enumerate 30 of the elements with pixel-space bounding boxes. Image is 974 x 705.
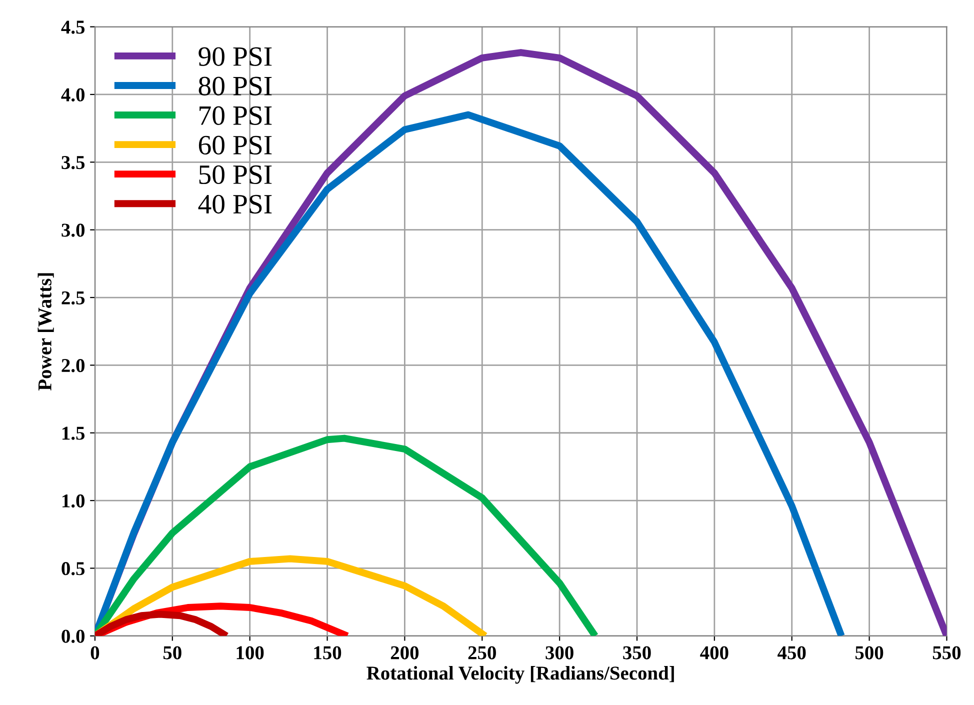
legend-label: 70 PSI bbox=[200, 106, 272, 126]
x-tick-label: 100 bbox=[236, 646, 264, 660]
y-tick-label: 3.0 bbox=[62, 224, 84, 237]
legend-label: 90 PSI bbox=[198, 47, 272, 66]
x-tick-label: 200 bbox=[390, 646, 419, 660]
x-tick-label: 50 bbox=[163, 646, 182, 660]
x-tick-label: 500 bbox=[855, 646, 884, 660]
y-tick-label: 1.5 bbox=[62, 426, 85, 440]
y-tick-label: 4.0 bbox=[61, 88, 84, 102]
legend-label: 50 PSI bbox=[199, 165, 272, 184]
x-tick-label: 450 bbox=[778, 646, 806, 660]
x-tick-label: 300 bbox=[546, 646, 574, 660]
x-tick-label: 350 bbox=[623, 646, 651, 660]
y-tick-label: 4.5 bbox=[61, 20, 85, 34]
y-tick-label: 2.0 bbox=[62, 359, 84, 372]
y-axis-title: Power [Watts] bbox=[38, 273, 54, 391]
y-tick-label: 1.0 bbox=[62, 494, 84, 508]
legend-label: 60 PSI bbox=[198, 136, 272, 155]
y-tick-label: 0.0 bbox=[62, 630, 84, 643]
x-tick-label: 250 bbox=[468, 646, 496, 660]
y-tick-label: 0.5 bbox=[62, 562, 85, 576]
legend-label: 40 PSI bbox=[198, 194, 272, 214]
x-tick-label: 150 bbox=[314, 646, 342, 660]
y-tick-label: 3.5 bbox=[62, 156, 85, 170]
legend-label: 80 PSI bbox=[198, 76, 272, 96]
x-tick-label: 550 bbox=[932, 646, 961, 660]
x-tick-label: 400 bbox=[700, 646, 728, 660]
x-axis-title: Rotational Velocity [Radians/Second] bbox=[366, 666, 674, 684]
x-tick-label: 0 bbox=[90, 646, 100, 660]
y-tick-label: 2.5 bbox=[62, 291, 85, 305]
